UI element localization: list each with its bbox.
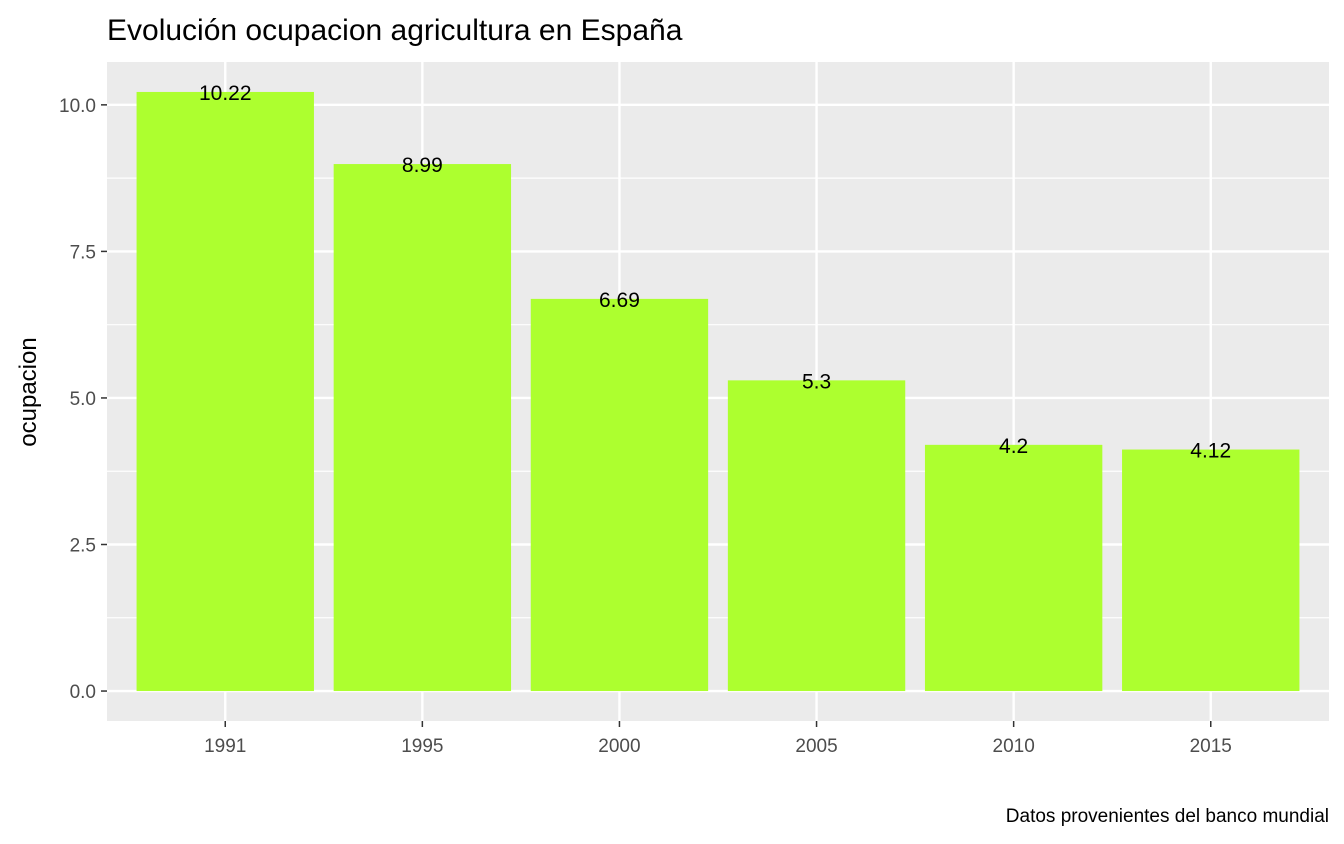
y-tick-label: 7.5 xyxy=(70,242,96,263)
bar xyxy=(333,164,512,692)
data-label: 5.3 xyxy=(802,370,831,393)
x-tick-label: 2010 xyxy=(993,736,1035,757)
bars xyxy=(136,91,1300,692)
y-axis: 0.0 2.5 5.0 7.5 10.0 xyxy=(59,96,107,703)
y-tick-label: 0.0 xyxy=(70,682,96,703)
bar xyxy=(727,380,906,692)
data-labels: 10.22 8.99 6.69 5.3 4.2 4.12 xyxy=(199,82,1231,463)
x-tick-label: 2015 xyxy=(1190,736,1232,757)
x-tick-label: 1991 xyxy=(204,736,246,757)
x-axis: 1991 1995 2000 2005 2010 2015 xyxy=(204,721,1232,757)
y-tick-label: 2.5 xyxy=(70,535,96,556)
x-tick-label: 2000 xyxy=(598,736,640,757)
data-label: 8.99 xyxy=(402,154,443,177)
y-axis-title: ocupacion xyxy=(15,337,42,446)
data-label: 4.2 xyxy=(999,435,1028,458)
bar xyxy=(530,298,709,692)
chart-title: Evolución ocupacion agricultura en Españ… xyxy=(107,14,683,47)
data-label: 10.22 xyxy=(199,82,252,105)
data-label: 6.69 xyxy=(599,289,640,312)
x-tick-label: 1995 xyxy=(401,736,443,757)
data-label: 4.12 xyxy=(1190,440,1231,463)
y-tick-label: 5.0 xyxy=(70,389,96,410)
chart-caption: Datos provenientes del banco mundial xyxy=(1006,806,1329,827)
x-tick-label: 2005 xyxy=(795,736,837,757)
bar xyxy=(1122,449,1300,692)
y-tick-label: 10.0 xyxy=(59,96,96,117)
bar xyxy=(136,91,314,692)
bar xyxy=(924,444,1103,692)
